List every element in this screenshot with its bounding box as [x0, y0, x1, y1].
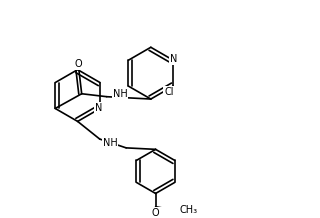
Text: NH: NH — [113, 89, 127, 99]
Text: O: O — [152, 208, 159, 218]
Text: CH₃: CH₃ — [179, 205, 197, 215]
Text: O: O — [75, 59, 83, 69]
Text: NH: NH — [103, 138, 117, 148]
Text: N: N — [170, 54, 177, 64]
Text: N: N — [95, 104, 102, 113]
Text: Cl: Cl — [164, 87, 173, 97]
